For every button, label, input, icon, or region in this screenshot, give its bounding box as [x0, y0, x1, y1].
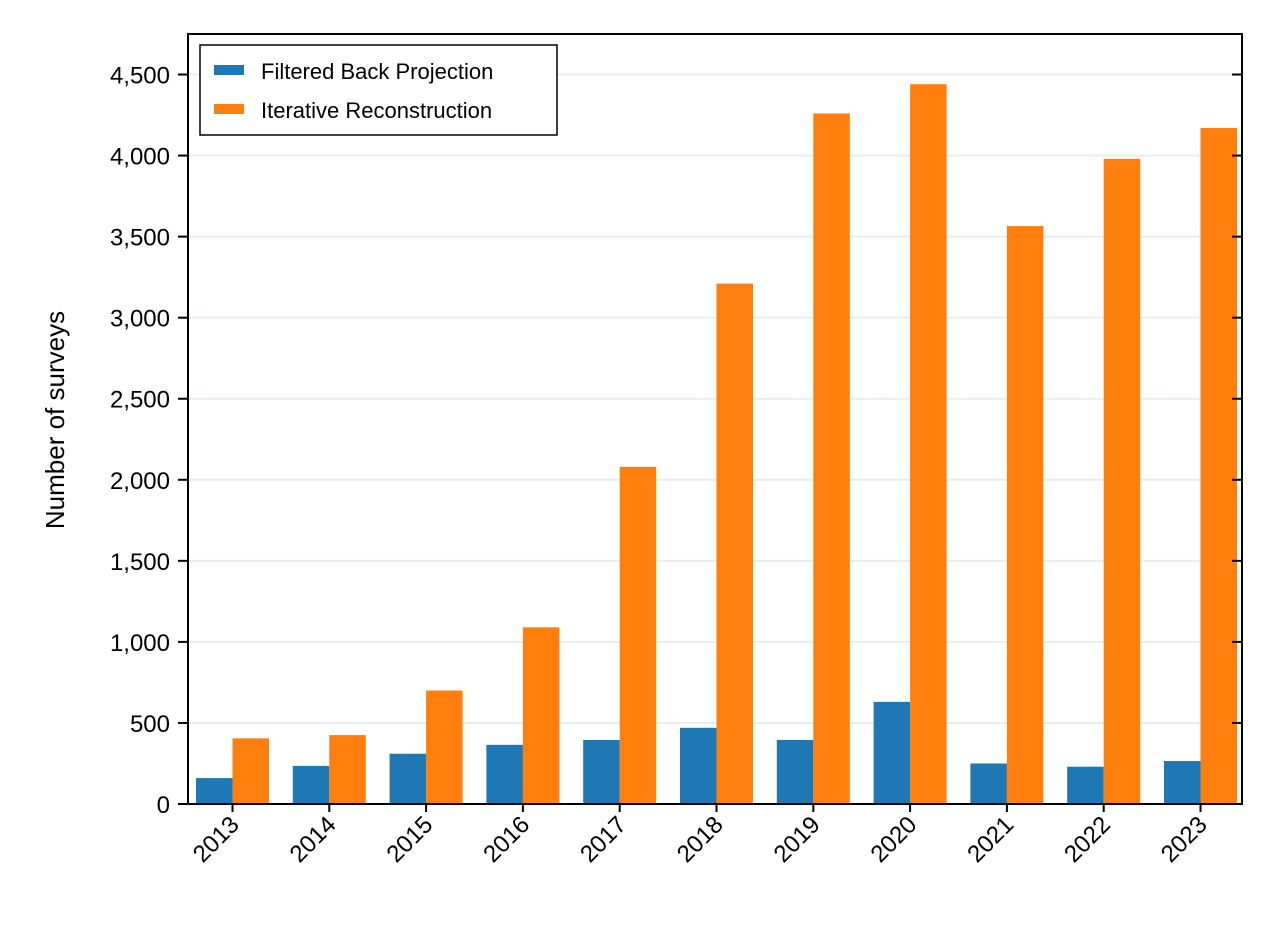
bar-iterative-reconstruction-2015	[426, 690, 463, 804]
legend-swatch-iterative-reconstruction	[214, 104, 244, 114]
y-tick-label-1500: 1,500	[110, 549, 170, 576]
x-tick-label-2015: 2015	[381, 811, 438, 868]
y-tick-label-500: 500	[130, 711, 170, 738]
bar-iterative-reconstruction-2021	[1006, 226, 1044, 805]
bar-filtered-back-projection-2018	[680, 727, 717, 804]
legend-swatch-filtered-back-projection	[214, 65, 244, 75]
y-tick-labels: 0 500 1,000 1,500 2,000 2,500 3,000 3,500 4,000 4…	[110, 63, 170, 819]
y-tick-label-4500: 4,500	[110, 63, 170, 90]
bar-iterative-reconstruction-2014	[329, 735, 366, 804]
bar-iterative-reconstruction-2023	[1200, 128, 1237, 804]
axes	[178, 33, 1243, 812]
bar-filtered-back-projection-2014	[292, 765, 330, 804]
y-tick-label-3000: 3,000	[110, 306, 170, 333]
legend-label-iterative-reconstruction: Iterative Reconstruction	[261, 98, 492, 123]
y-tick-label-0: 0	[157, 792, 170, 819]
x-tick-label-2020: 2020	[865, 811, 922, 868]
legend: Filtered Back Projection Iterative Recon…	[199, 44, 558, 136]
bar-iterative-reconstruction-2022	[1103, 158, 1141, 805]
bar-filtered-back-projection-2015	[389, 753, 427, 804]
bar-filtered-back-projection-2022	[1067, 766, 1104, 804]
legend-box	[199, 44, 558, 136]
x-tick-label-2019: 2019	[769, 811, 826, 868]
x-tick-label-2016: 2016	[478, 811, 535, 868]
bar-filtered-back-projection-2019	[776, 739, 814, 804]
bar-filtered-back-projection-2023	[1164, 761, 1201, 804]
bar-iterative-reconstruction-2020	[910, 84, 947, 805]
bar-iterative-reconstruction-2013	[232, 738, 269, 804]
bar-filtered-back-projection-2013	[196, 778, 233, 804]
bar-filtered-back-projection-2017	[583, 739, 620, 804]
bar-iterative-reconstruction-2018	[716, 283, 753, 805]
x-tick-label-2017: 2017	[575, 811, 632, 868]
bar-filtered-back-projection-2021	[970, 763, 1007, 804]
y-axis-title: Number of surveys	[40, 311, 70, 529]
x-tick-label-2014: 2014	[285, 811, 342, 868]
plot-frame	[187, 33, 1243, 805]
bar-filtered-back-projection-2016	[486, 744, 523, 804]
x-tick-label-2018: 2018	[672, 811, 729, 868]
y-tick-label-4000: 4,000	[110, 144, 170, 171]
x-tick-label-2023: 2023	[1156, 811, 1213, 868]
y-tick-label-3500: 3,500	[110, 225, 170, 252]
legend-label-filtered-back-projection: Filtered Back Projection	[261, 59, 493, 84]
bar-iterative-reconstruction-2017	[619, 466, 657, 804]
gridlines	[188, 73, 1242, 724]
bars	[196, 84, 1237, 805]
bar-iterative-reconstruction-2019	[813, 113, 850, 804]
x-tick-label-2021: 2021	[962, 811, 1019, 868]
x-tick-label-2022: 2022	[1059, 811, 1116, 868]
y-tick-label-2000: 2,000	[110, 468, 170, 495]
x-tick-label-2013: 2013	[188, 811, 245, 868]
y-tick-label-1000: 1,000	[110, 630, 170, 657]
bar-filtered-back-projection-2020	[873, 701, 911, 804]
x-tick-labels: 2013 2014 2015 2016 2017 2018 2019 2020 2021 2022…	[188, 811, 1213, 868]
bar-iterative-reconstruction-2016	[522, 627, 560, 804]
y-tick-label-2500: 2,500	[110, 387, 170, 414]
